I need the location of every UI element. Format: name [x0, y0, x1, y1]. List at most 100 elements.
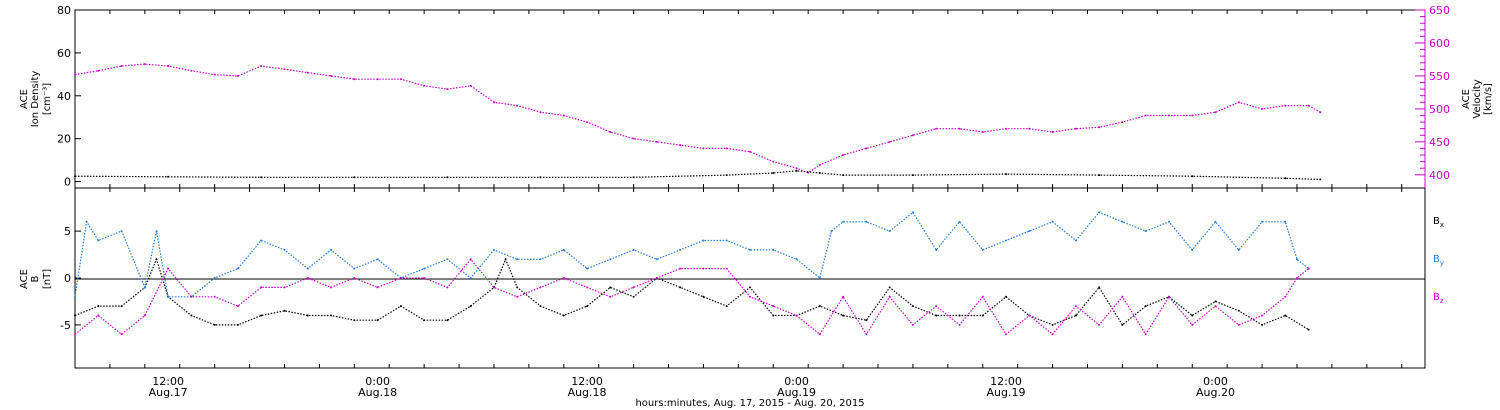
data-point	[236, 305, 239, 308]
data-point	[469, 277, 472, 279]
bottom-left-tick-label: 5	[64, 225, 71, 238]
data-point	[213, 295, 216, 298]
data-point	[1284, 295, 1287, 298]
top-panel-series	[74, 63, 1322, 181]
x-tick-label-time: 12:00	[990, 375, 1022, 388]
data-point	[236, 74, 239, 77]
data-point	[260, 239, 263, 242]
data-point	[85, 220, 88, 223]
data-point	[1191, 323, 1194, 326]
data-point	[679, 267, 682, 270]
top-left-tick-label: 80	[57, 4, 71, 17]
data-point	[586, 305, 589, 308]
data-point	[1191, 175, 1194, 178]
data-point	[679, 286, 682, 289]
data-point	[830, 230, 833, 233]
data-point	[958, 323, 961, 326]
data-point	[981, 314, 984, 317]
data-point	[609, 131, 612, 133]
data-point	[935, 314, 938, 317]
data-point	[562, 277, 565, 279]
data-point	[1284, 177, 1287, 180]
data-point	[842, 154, 845, 156]
data-point	[330, 314, 332, 317]
data-point	[260, 65, 263, 67]
data-point	[1074, 127, 1077, 130]
data-point	[353, 176, 356, 179]
data-point	[1051, 333, 1054, 336]
data-point	[1098, 126, 1101, 129]
data-point	[725, 147, 728, 150]
data-point	[97, 69, 100, 72]
x-tick-label-time: 0:00	[1203, 375, 1228, 388]
top-left-label-line2: Ion Density	[30, 71, 41, 128]
data-point	[772, 248, 775, 251]
data-point	[1144, 230, 1147, 233]
data-point	[1307, 328, 1310, 331]
data-point	[143, 286, 146, 289]
bottom-left-tick-label: -5	[60, 319, 71, 332]
top-left-tick-label: 20	[57, 133, 71, 146]
data-point	[74, 333, 76, 336]
top-left-label-line3: [cm⁻³]	[42, 83, 53, 115]
data-point	[446, 286, 449, 289]
data-point	[1074, 305, 1077, 308]
data-point	[167, 175, 170, 178]
data-point	[795, 169, 798, 172]
data-point	[1191, 114, 1194, 117]
data-point	[190, 295, 193, 298]
bottom-left-label-line3: [nT]	[42, 269, 53, 289]
x-axis-ticks: 12:00Aug.170:00Aug.1812:00Aug.180:00Aug.…	[74, 10, 1403, 399]
data-point	[376, 319, 379, 322]
bottom-left-axis-label: ACE B [nT]	[19, 269, 53, 289]
data-point	[423, 319, 426, 322]
data-point	[74, 314, 76, 317]
x-tick-label-date: Aug.19	[777, 386, 816, 399]
data-point	[725, 267, 728, 270]
top-left-axis-label: ACE Ion Density [cm⁻³]	[19, 71, 53, 128]
data-point	[655, 140, 658, 143]
series-line-bottom-2	[74, 258, 1309, 336]
data-point	[190, 314, 193, 317]
data-point	[376, 258, 379, 261]
data-point	[981, 295, 984, 298]
data-point	[1319, 178, 1322, 181]
data-point	[911, 134, 914, 137]
data-point	[842, 220, 845, 223]
data-point	[1051, 220, 1054, 223]
bottom-left-label-line2: B	[30, 275, 41, 282]
data-point	[888, 286, 891, 289]
x-tick-label-time: 12:00	[571, 375, 603, 388]
data-point	[1098, 286, 1101, 289]
bottom-left-tick-label: 0	[64, 272, 71, 285]
data-point	[655, 258, 658, 261]
data-point	[1296, 258, 1298, 261]
data-point	[469, 305, 472, 308]
data-point	[1168, 114, 1170, 117]
data-point	[888, 295, 891, 298]
data-point	[1051, 131, 1054, 133]
data-point	[795, 314, 798, 317]
data-point	[1237, 101, 1240, 104]
data-point	[446, 176, 449, 179]
x-tick-label-date: Aug.18	[358, 386, 397, 399]
top-right-label-line2: Velocity	[1472, 79, 1483, 118]
data-point	[1051, 323, 1054, 326]
x-tick-label-date: Aug.20	[1196, 386, 1235, 399]
data-point	[516, 295, 519, 298]
data-point	[74, 73, 76, 76]
data-point	[120, 333, 123, 336]
legend-bx: Bx	[1433, 216, 1444, 229]
data-point	[469, 84, 472, 87]
data-point	[1005, 295, 1007, 298]
data-point	[283, 68, 286, 71]
top-right-axis-label: ACE Velocity [km/s]	[1461, 79, 1494, 118]
x-tick-label-date: Aug.19	[987, 386, 1026, 399]
data-point	[1307, 104, 1310, 107]
data-point	[1168, 220, 1170, 223]
data-point	[935, 127, 938, 130]
data-point	[865, 147, 868, 150]
top-left-axis-ticks: 0 20 40 60 80	[57, 4, 81, 189]
series-line-top-0	[74, 63, 1321, 174]
data-point	[306, 267, 309, 270]
